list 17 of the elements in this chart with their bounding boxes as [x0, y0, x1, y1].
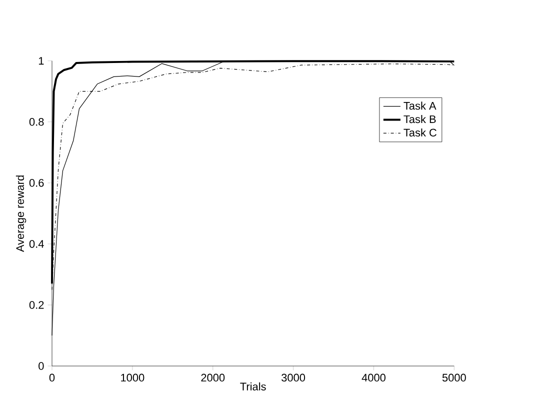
x-axis-title: Trials [240, 382, 266, 390]
y-tick-label: 0.8 [29, 118, 44, 126]
y-tick-label: 0.2 [29, 301, 44, 309]
y-tick-label: 0.6 [29, 179, 44, 187]
y-tick-label: 0.4 [29, 240, 44, 248]
y-tick-label: 0 [38, 362, 44, 370]
legend-label: Task A [404, 102, 436, 110]
x-tick-label: 0 [49, 374, 55, 382]
x-tick-label: 5000 [442, 374, 466, 382]
legend-label: Task B [404, 115, 436, 124]
x-tick-label: 2000 [201, 374, 225, 382]
x-tick-label: 1000 [121, 374, 144, 382]
x-tick-label: 4000 [362, 374, 386, 382]
y-axis-title: Average reward [16, 176, 26, 252]
x-tick-label: 3000 [282, 374, 306, 382]
legend-label: Task C [404, 128, 436, 137]
y-tick-label: 1 [38, 57, 44, 65]
